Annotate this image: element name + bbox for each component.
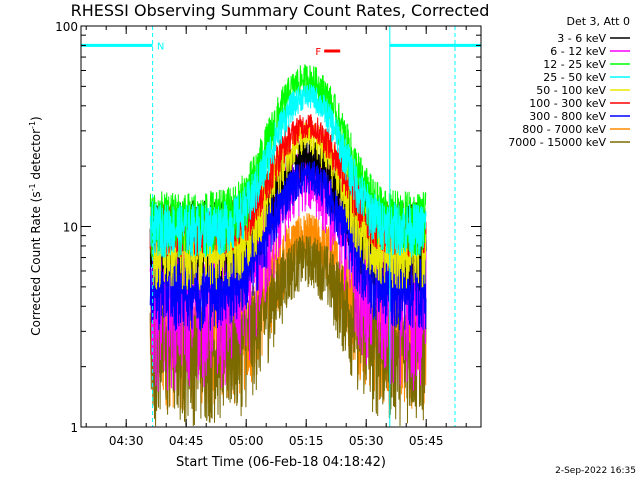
flags-layer: NF	[81, 26, 481, 427]
series-line-7000-15000keV	[149, 235, 427, 427]
y-axis-label: Corrected Count Rate (s-1 detector-1)	[28, 116, 43, 335]
x-tick-label: 05:00	[229, 434, 264, 448]
legend-label: 7000 - 15000 keV	[508, 136, 606, 149]
chart-title: RHESSI Observing Summary Count Rates, Co…	[70, 1, 490, 20]
flag-label-F: F	[315, 47, 321, 58]
flag-label-N: N	[157, 41, 164, 52]
x-tick-label: 05:45	[409, 434, 444, 448]
x-axis-label: Start Time (06-Feb-18 04:18:42)	[176, 455, 386, 470]
axes-layer: 04:30 04:45 05:00 05:15 05:30 05:45 1 10 100	[55, 20, 481, 448]
legend-label: 800 - 7000 keV	[522, 123, 606, 136]
legend-label: 12 - 25 keV	[543, 58, 606, 71]
legend-label: 300 - 800 keV	[529, 110, 606, 123]
legend-label: 3 - 6 keV	[557, 32, 606, 45]
legend-label: 6 - 12 keV	[550, 45, 606, 58]
series-line-25-50keV	[149, 83, 427, 258]
x-tick-label: 04:30	[109, 434, 144, 448]
y-tick-label: 10	[63, 221, 78, 235]
x-tick-label: 04:45	[169, 434, 204, 448]
x-tick-label: 05:30	[349, 434, 384, 448]
legend-label: 100 - 300 keV	[529, 97, 606, 110]
series-layer	[149, 64, 427, 427]
x-tick-label: 05:15	[289, 434, 324, 448]
series-line-300-800keV	[149, 161, 427, 332]
y-tick-label: 100	[55, 20, 78, 34]
legend-label: 50 - 100 keV	[536, 84, 606, 97]
legend-title: Det 3, Att 0	[567, 15, 631, 28]
legend-label: 25 - 50 keV	[543, 71, 606, 84]
y-tick-label: 1	[70, 421, 78, 435]
generated-timestamp: 2-Sep-2022 16:35	[555, 466, 636, 476]
